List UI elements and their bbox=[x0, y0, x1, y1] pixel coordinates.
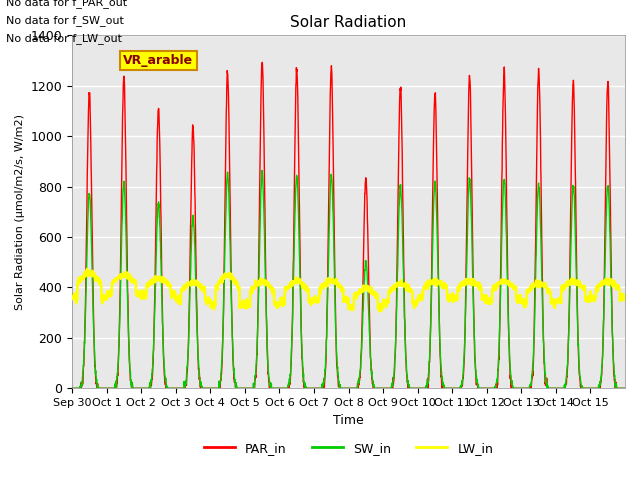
Text: VR_arable: VR_arable bbox=[124, 54, 193, 67]
Title: Solar Radiation: Solar Radiation bbox=[291, 15, 406, 30]
Text: No data for f_LW_out: No data for f_LW_out bbox=[6, 34, 122, 44]
Text: No data for f_PAR_out: No data for f_PAR_out bbox=[6, 0, 127, 8]
Legend: PAR_in, SW_in, LW_in: PAR_in, SW_in, LW_in bbox=[199, 437, 498, 460]
Text: No data for f_SW_out: No data for f_SW_out bbox=[6, 15, 124, 26]
X-axis label: Time: Time bbox=[333, 414, 364, 427]
Y-axis label: Solar Radiation (μmol/m2/s, W/m2): Solar Radiation (μmol/m2/s, W/m2) bbox=[15, 114, 25, 310]
